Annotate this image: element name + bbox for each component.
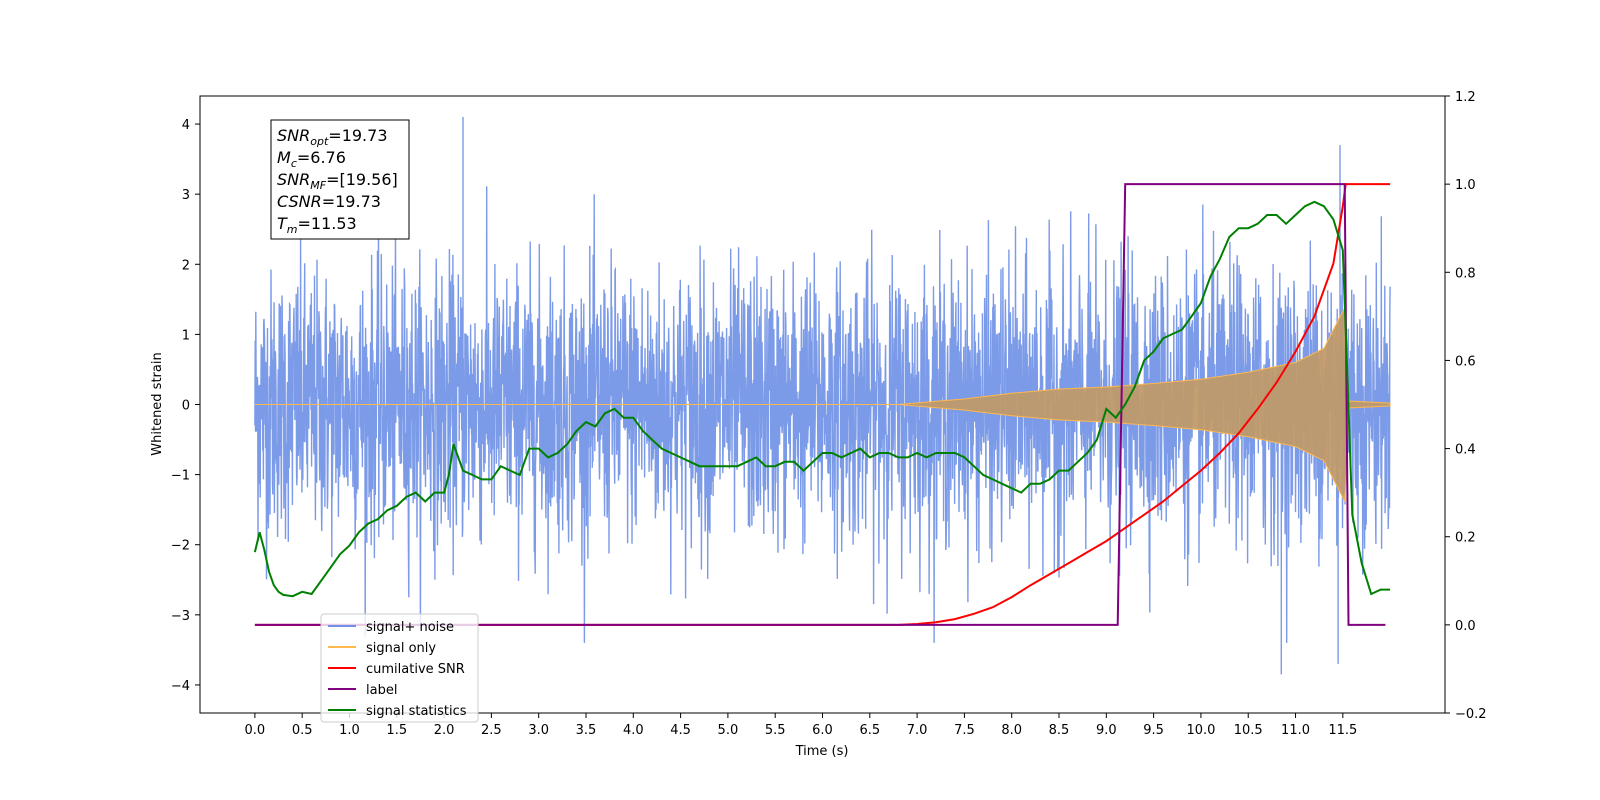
x-tick-label: 1.0 <box>339 723 360 738</box>
legend-label: signal statistics <box>366 704 467 719</box>
x-tick-label: 0.5 <box>292 723 313 738</box>
series-cumulative-snr <box>254 183 1391 626</box>
y-tick-label: −4 <box>171 679 190 694</box>
annotation-line: Mc=6.76 <box>277 148 346 170</box>
x-tick-label: 4.0 <box>623 723 644 738</box>
x-tick-label: 3.0 <box>528 723 549 738</box>
y-tick-label: 1 <box>182 328 190 343</box>
x-tick-label: 0.0 <box>245 723 266 738</box>
legend-label: signal only <box>366 641 436 656</box>
x-tick-label: 1.5 <box>386 723 407 738</box>
y2-tick-label: 0.0 <box>1455 619 1476 634</box>
x-axis: 0.0 0.5 1.0 1.5 2.0 2.5 3.0 3.5 4.0 4.5 5.0 5.5 6.0 6… <box>245 713 1357 738</box>
y-axis-right: −0.2 0.0 0.2 0.4 0.6 0.8 1.0 1.2 <box>1445 90 1487 722</box>
x-tick-label: 7.5 <box>954 723 975 738</box>
y2-tick-label: −0.2 <box>1455 707 1487 722</box>
x-axis-title: Time (s) <box>795 744 849 759</box>
y-tick-label: 0 <box>182 399 190 414</box>
x-tick-label: 2.0 <box>434 723 455 738</box>
x-tick-label: 7.0 <box>907 723 928 738</box>
x-tick-label: 5.0 <box>718 723 739 738</box>
y-axis-left: −4 −3 −2 −1 0 1 2 3 4 <box>171 118 200 694</box>
y2-tick-label: 0.2 <box>1455 531 1476 546</box>
legend-label: label <box>366 683 397 698</box>
y-axis-title: Whitened strain <box>150 352 165 455</box>
x-tick-label: 6.0 <box>812 723 833 738</box>
x-tick-label: 6.5 <box>859 723 880 738</box>
y-tick-label: −2 <box>171 539 190 554</box>
x-tick-label: 11.0 <box>1281 723 1310 738</box>
x-tick-label: 8.0 <box>1001 723 1022 738</box>
annotation-line: SNRMF=[19.56] <box>277 170 398 192</box>
x-tick-label: 11.5 <box>1328 723 1357 738</box>
series-signal-statistics <box>253 200 1391 598</box>
y-tick-label: 2 <box>182 258 190 273</box>
legend-label: signal+ noise <box>366 620 454 635</box>
y-tick-label: −3 <box>171 609 190 624</box>
y-tick-label: 3 <box>182 188 190 203</box>
x-tick-label: 10.5 <box>1234 723 1263 738</box>
annotation-line: Tm=11.53 <box>277 214 357 236</box>
annotation-line: CSNR=19.73 <box>277 192 381 211</box>
stats-annotation: SNRopt=19.73Mc=6.76SNRMF=[19.56]CSNR=19.… <box>270 119 410 240</box>
x-tick-label: 9.5 <box>1143 723 1164 738</box>
y2-tick-label: 0.6 <box>1455 354 1476 369</box>
legend-label: cumilative SNR <box>366 662 465 677</box>
x-tick-label: 3.5 <box>576 723 597 738</box>
y2-tick-label: 1.0 <box>1455 178 1476 193</box>
y2-tick-label: 0.8 <box>1455 266 1476 281</box>
x-tick-label: 10.0 <box>1186 723 1215 738</box>
x-tick-label: 8.5 <box>1049 723 1070 738</box>
y2-tick-label: 1.2 <box>1455 90 1476 105</box>
plot-area <box>253 117 1391 675</box>
annotation-line: SNRopt=19.73 <box>277 126 388 148</box>
y-tick-label: 4 <box>182 118 190 133</box>
x-tick-label: 2.5 <box>481 723 502 738</box>
legend: signal+ noise signal only cumilative SNR la… <box>320 613 479 723</box>
y-tick-label: −1 <box>171 469 190 484</box>
y2-tick-label: 0.4 <box>1455 443 1476 458</box>
x-tick-label: 9.0 <box>1096 723 1117 738</box>
series-signal-plus-noise <box>254 117 1391 675</box>
x-tick-label: 5.5 <box>765 723 786 738</box>
series-label <box>254 183 1386 626</box>
x-tick-label: 4.5 <box>670 723 691 738</box>
series-signal-only <box>254 306 1391 503</box>
